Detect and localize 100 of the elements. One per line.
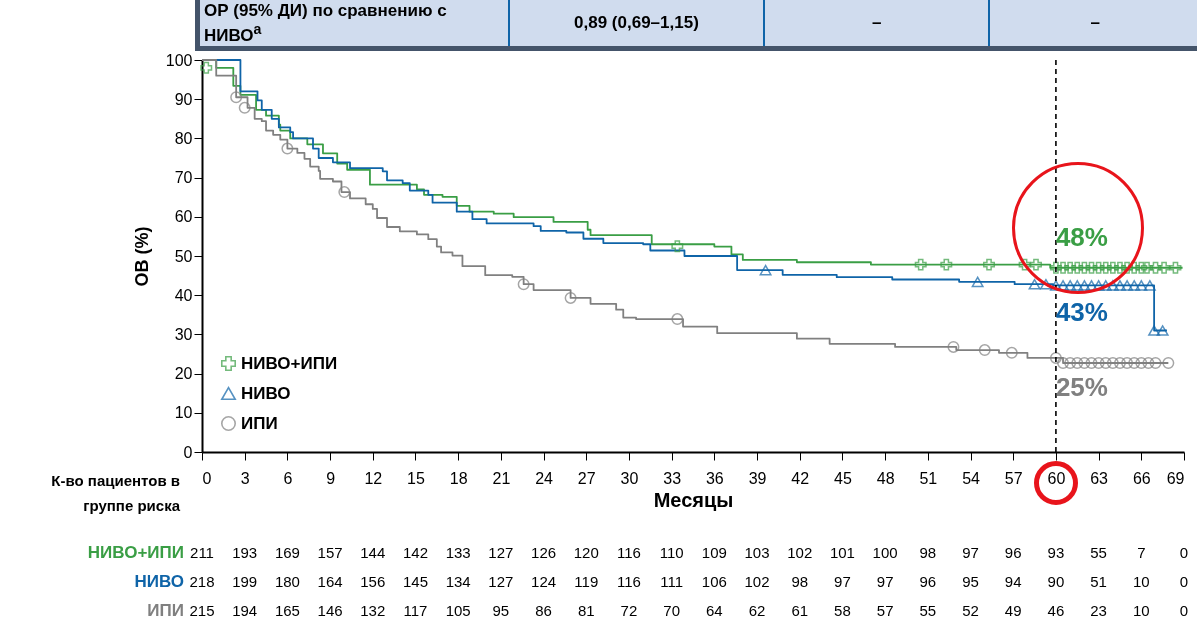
- point: [914, 258, 927, 271]
- point: [1099, 280, 1112, 291]
- point: [564, 291, 577, 304]
- point: [1049, 261, 1062, 274]
- point: [1099, 261, 1112, 274]
- text: –: [1090, 13, 1100, 33]
- point: [1162, 357, 1175, 369]
- point: [1113, 357, 1126, 369]
- point: [1071, 280, 1084, 291]
- text: ОР (95% ДИ) по сравнению с НИВО$^{a}$: [204, 0, 448, 46]
- text: –: [872, 13, 882, 33]
- x-tick-label: 48: [876, 469, 895, 487]
- point: [1158, 261, 1171, 274]
- x-tick-label: 24: [535, 469, 554, 487]
- x-tick-label: 9: [326, 469, 336, 487]
- point: [1092, 357, 1105, 369]
- point: [971, 276, 984, 288]
- point: [1085, 357, 1098, 369]
- point: [1057, 280, 1070, 291]
- x-axis-title: Месяцы: [653, 488, 734, 511]
- y-tick-label: 30: [174, 325, 193, 343]
- x-tick-label: 42: [791, 469, 810, 487]
- point: [1029, 258, 1042, 271]
- point: [1064, 280, 1077, 291]
- point: [1092, 261, 1105, 274]
- point: [1071, 261, 1084, 274]
- point: [1142, 357, 1155, 369]
- point: [1113, 261, 1126, 274]
- text: 211 193 169 157 144 142 133 127 126 120 116 110 109 103 102 101 100 98 97 96 93 55 7 0: [190, 544, 1189, 561]
- x-tick-label: 39: [748, 469, 767, 487]
- legend-label: ИПИ: [241, 413, 278, 433]
- point: [1143, 280, 1156, 291]
- y-tick-label: 50: [174, 247, 193, 265]
- y-tick-label: 10: [174, 404, 193, 422]
- point: [230, 91, 243, 104]
- x-tick-label: 54: [962, 469, 981, 487]
- point: [947, 340, 960, 353]
- point: [1057, 357, 1070, 369]
- x-tick-label: 21: [492, 469, 511, 487]
- annotation: 25%: [1055, 372, 1108, 402]
- y-axis-title: ОВ (%): [131, 226, 152, 287]
- x-tick-label: 63: [1090, 469, 1109, 487]
- point: [671, 313, 684, 326]
- point: [940, 258, 953, 271]
- point: [238, 101, 251, 114]
- point: [1141, 261, 1153, 274]
- y-tick-label: 40: [174, 286, 193, 304]
- point: [1149, 357, 1162, 369]
- annotation: 43%: [1055, 297, 1108, 327]
- legend-label: НИВО+ИПИ: [241, 353, 338, 373]
- point: [1121, 357, 1134, 369]
- point: [1071, 357, 1084, 369]
- point: [1128, 280, 1141, 291]
- text: ИПИ: [147, 601, 184, 620]
- text: НИВО+ИПИ: [87, 543, 184, 562]
- y-tick-label: 0: [183, 443, 193, 461]
- y-tick-label: 100: [165, 51, 193, 69]
- point: [1113, 280, 1126, 291]
- point: [1005, 346, 1018, 359]
- point: [1135, 357, 1148, 369]
- point: [1057, 261, 1070, 274]
- y-tick-label: 90: [174, 90, 193, 108]
- point: [1039, 278, 1052, 290]
- point: [978, 344, 991, 357]
- text: 215 194 165 146 132 117 105 95 86 81 72 70 64 62 61 58 57 55 52 49 46 23 10 0: [189, 602, 1189, 619]
- point: [1064, 261, 1077, 274]
- point: [1121, 280, 1134, 291]
- point: [1106, 261, 1119, 274]
- x-tick-label: 15: [407, 469, 425, 487]
- x-tick-label: 69: [1166, 469, 1185, 487]
- point: [1128, 357, 1141, 369]
- legend-label: НИВО: [241, 383, 291, 403]
- point: [281, 142, 294, 155]
- x-tick-label: 30: [620, 469, 639, 487]
- x-tick-label: 0: [202, 469, 212, 487]
- x-tick-label: 6: [283, 469, 293, 487]
- text: К-во пациентов в группе риска: [50, 471, 180, 516]
- text: 0,89 (0,69–1,15): [574, 13, 699, 33]
- point: [1085, 261, 1098, 274]
- point: [1064, 357, 1077, 369]
- y-tick-label: 70: [174, 169, 193, 187]
- point: [1106, 357, 1119, 369]
- point: [1078, 357, 1091, 369]
- point: [1049, 351, 1062, 364]
- x-tick-label: 12: [364, 469, 383, 487]
- x-tick-label: 27: [577, 469, 596, 487]
- point: [1121, 261, 1134, 274]
- x-tick-label: 3: [240, 469, 250, 487]
- point: [1156, 325, 1169, 336]
- y-tick-label: 20: [174, 365, 193, 383]
- point: [759, 264, 772, 276]
- point: [1135, 280, 1148, 291]
- point: [1028, 278, 1041, 290]
- point: [1018, 258, 1031, 271]
- point: [983, 258, 996, 271]
- point: [1049, 280, 1062, 291]
- text: 218 199 180 164 156 145 134 127 124 119 116 111 106 102 98 97 97 96 95 94 90 51 10 0: [189, 573, 1189, 590]
- x-tick-label: 60: [1047, 469, 1066, 487]
- point: [1099, 357, 1112, 369]
- point: [517, 278, 530, 291]
